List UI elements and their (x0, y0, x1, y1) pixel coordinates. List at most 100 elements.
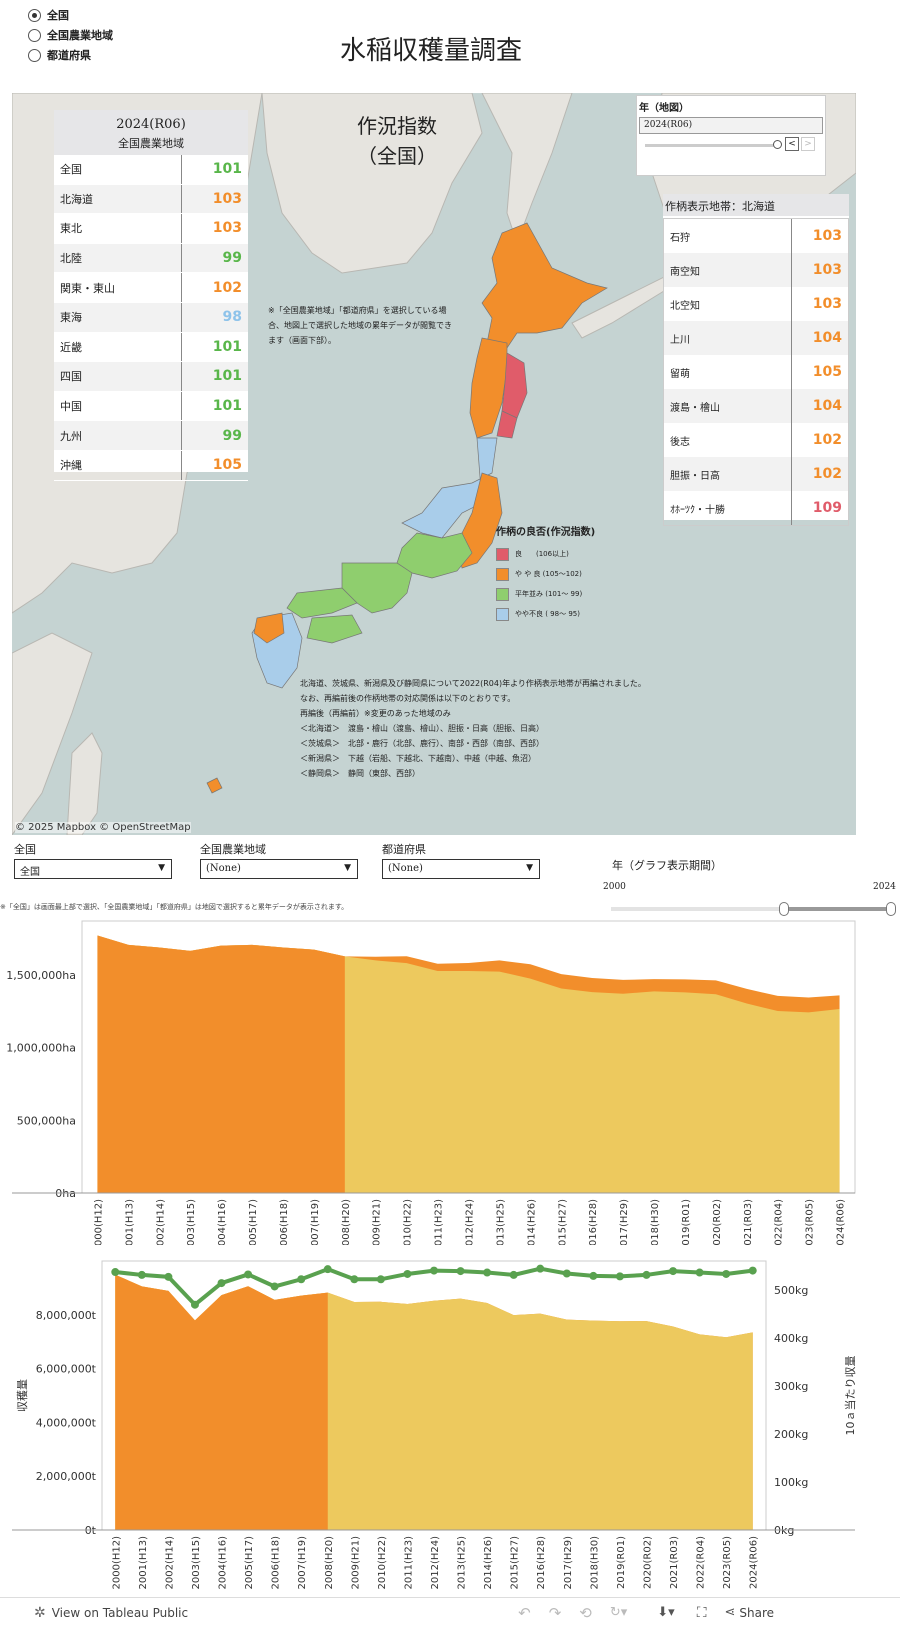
region-row[interactable]: 近畿 101 (54, 332, 248, 363)
legend-label: 良 (106以上) (515, 550, 569, 558)
region-row[interactable]: 沖縄 105 (54, 450, 248, 481)
fullscreen-icon[interactable]: ⛶ (696, 1604, 707, 1621)
slider-track[interactable] (645, 144, 775, 147)
year-map-filter[interactable]: 年（地図） 2024(R06) < > (636, 95, 826, 176)
x-tick-label: 2011(H23) (403, 1536, 414, 1590)
harvest-chart[interactable]: 0t2,000,000t4,000,000t6,000,000t8,000,00… (0, 1258, 860, 1594)
redo-icon[interactable]: ↷ (548, 1603, 562, 1622)
x-tick-label: 2018(H30) (650, 1199, 661, 1245)
x-tick-label: 2000(H12) (93, 1199, 104, 1245)
legend-label: やや不良 ( 98〜 95) (515, 610, 580, 618)
year-map-dropdown[interactable]: 2024(R06) (639, 117, 823, 134)
subregion-row[interactable]: 留萌 105 (664, 355, 848, 389)
historic-area (97, 935, 345, 1193)
region-row[interactable]: 東海 98 (54, 302, 248, 333)
row-value: 105 (212, 457, 242, 474)
subregion-row[interactable]: ｵﾎｰﾂｸ・十勝 109 (664, 491, 848, 525)
yield-point (456, 1267, 465, 1276)
x-tick-label: 2019(R01) (616, 1536, 627, 1589)
filter-prefecture-dropdown[interactable]: (None) ▼ (382, 859, 540, 879)
kyushu-north (253, 612, 285, 644)
radio-national[interactable]: 全国 (28, 7, 69, 23)
download-icon[interactable]: ⬇▾ (657, 1605, 675, 1620)
range-slider-min-handle[interactable] (779, 902, 789, 916)
radio-prefecture[interactable]: 都道府県 (28, 47, 91, 63)
subregion-row[interactable]: 後志 102 (664, 423, 848, 457)
yield-point (536, 1264, 545, 1273)
planted-area-chart[interactable]: 0ha500,000ha1,000,000ha1,500,000ha2000(H… (0, 918, 860, 1245)
legend-item[interactable]: やや不良 ( 98〜 95) (496, 604, 626, 624)
x-tick-label: 2010(H22) (403, 1199, 414, 1245)
range-slider-track[interactable] (611, 907, 891, 911)
share-icon[interactable]: ⋖ (724, 1605, 736, 1620)
year-map-filter-label: 年（地図） (639, 103, 689, 114)
refresh-icon[interactable]: ↻▾ (609, 1605, 628, 1620)
subregion-row[interactable]: 南空知 103 (664, 253, 848, 287)
region-row[interactable]: 北海道 103 (54, 184, 248, 215)
hokkaido-shape (481, 222, 608, 349)
subregion-row[interactable]: 北空知 103 (664, 287, 848, 321)
row-name: 留萌 (664, 355, 792, 389)
row-name: 東北 (54, 214, 182, 243)
filter-prefecture-label: 都道府県 (382, 843, 426, 856)
slider-handle[interactable] (773, 140, 782, 149)
next-year-button[interactable]: > (801, 137, 815, 151)
kinki-shape (341, 562, 413, 614)
radio-indicator[interactable] (28, 28, 41, 42)
region-row[interactable]: 中国 101 (54, 391, 248, 422)
tohoku-miyagi (496, 410, 518, 439)
range-slider-max-handle[interactable] (886, 902, 896, 916)
subregion-row[interactable]: 渡島・檜山 104 (664, 389, 848, 423)
subregion-row[interactable]: 上川 104 (664, 321, 848, 355)
region-row[interactable]: 北陸 99 (54, 243, 248, 274)
row-name: 南空知 (664, 253, 792, 287)
region-row[interactable]: 関東・東山 102 (54, 273, 248, 303)
x-tick-label: 2024(R06) (836, 1199, 847, 1245)
x-tick-label: 2008(H20) (324, 1536, 335, 1590)
region-row[interactable]: 四国 101 (54, 362, 248, 392)
region-row[interactable]: 九州 99 (54, 421, 248, 451)
x-tick-label: 2002(H14) (155, 1199, 166, 1245)
japan-map[interactable]: 2024(R06) 全国農業地域 全国 101 北海道 103 東北 103 北陸 99 関東・… (12, 93, 856, 835)
map-heading-line1: 作況指数 (357, 114, 437, 138)
row-value: 103 (212, 190, 242, 207)
row-value: 104 (812, 330, 842, 346)
view-on-tableau-link[interactable]: View on Tableau Public (51, 1605, 189, 1620)
x-tick-label: 2014(H26) (526, 1199, 537, 1245)
subregion-row[interactable]: 胆振・日高 102 (664, 457, 848, 491)
notice-line: ＜北海道＞ 渡島・檜山（渡島、檜山）、胆振・日高（胆振、日高） (300, 724, 544, 733)
radio-indicator[interactable] (28, 48, 41, 62)
legend-item[interactable]: や や 良 (105〜102) (496, 564, 626, 584)
subregion-row[interactable]: 石狩 103 (664, 219, 848, 253)
x-tick-label: 2009(H21) (350, 1536, 361, 1590)
x-tick-label: 2004(H16) (217, 1199, 228, 1245)
row-name: 四国 (54, 362, 182, 391)
yield-point (642, 1270, 651, 1279)
region-row[interactable]: 東北 103 (54, 214, 248, 244)
radio-indicator[interactable] (28, 8, 41, 22)
filter-national-dropdown[interactable]: 全国 ▼ (14, 859, 172, 879)
radio-region[interactable]: 全国農業地域 (28, 27, 113, 43)
prev-year-button[interactable]: < (785, 137, 799, 151)
row-name: 渡島・檜山 (664, 389, 792, 423)
y-right-tick-label: 200kg (774, 1428, 808, 1441)
filter-region-dropdown[interactable]: (None) ▼ (200, 859, 358, 879)
legend-item[interactable]: 良 (106以上) (496, 544, 626, 564)
undo-icon[interactable]: ↶ (518, 1603, 531, 1622)
revert-icon[interactable]: ⟲ (579, 1603, 592, 1622)
dropdown-arrow-icon: ▼ (344, 863, 351, 873)
row-name: 東海 (54, 302, 182, 332)
row-name: 石狩 (664, 219, 792, 253)
year-map-slider[interactable]: < > (637, 134, 825, 154)
legend-item[interactable]: 平年並み (101〜 99) (496, 584, 626, 604)
map-attribution[interactable]: © 2025 Mapbox © OpenStreetMap (15, 822, 191, 833)
yield-point (483, 1268, 492, 1277)
x-tick-label: 2021(R03) (743, 1199, 754, 1245)
x-tick-label: 2021(R03) (669, 1536, 680, 1589)
map-legend: 作柄の良否(作況指数) 良 (106以上) や や 良 (105〜102) 平年並み… (496, 523, 626, 624)
x-tick-label: 2012(H24) (430, 1536, 441, 1590)
x-tick-label: 2010(H22) (377, 1536, 388, 1590)
region-row[interactable]: 全国 101 (54, 155, 248, 185)
share-button[interactable]: Share (739, 1605, 775, 1620)
